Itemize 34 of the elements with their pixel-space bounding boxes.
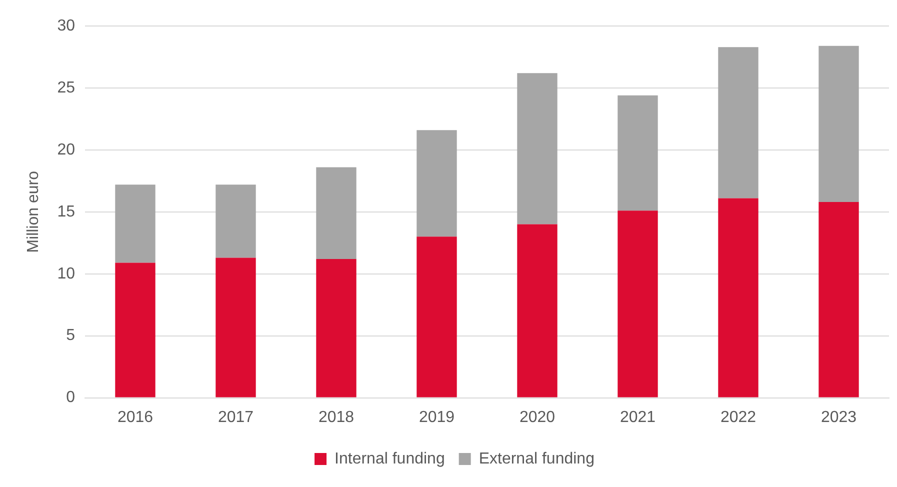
bar: [316, 167, 356, 259]
bar: [618, 95, 658, 211]
x-tick-label: 2019: [418, 408, 455, 426]
bar: [718, 47, 758, 198]
y-tick-label: 20: [57, 141, 76, 158]
x-tick-label: 2022: [720, 408, 756, 426]
y-tick-label: 25: [57, 79, 76, 96]
y-axis-title: Million euro: [25, 170, 42, 253]
bar: [216, 258, 256, 398]
y-tick-label: 0: [66, 389, 76, 406]
y-tick-label: 10: [57, 265, 76, 282]
bar: [818, 46, 859, 202]
bar: [517, 73, 558, 224]
bar: [517, 224, 558, 398]
y-tick-label: 15: [57, 203, 76, 220]
x-tick-label: 2016: [117, 408, 154, 426]
x-tick-label: 2020: [519, 408, 556, 426]
bar: [316, 258, 356, 398]
x-tick-label: 2017: [218, 408, 254, 426]
bar: [416, 236, 457, 398]
bar: [818, 202, 859, 398]
legend-label: Internal funding: [334, 450, 445, 468]
bar: [216, 184, 256, 258]
bar: [115, 262, 156, 398]
y-tick-label: 30: [57, 17, 76, 34]
x-tick-label: 2023: [820, 408, 857, 426]
bar: [416, 130, 457, 237]
bar: [115, 184, 156, 263]
bar: [718, 198, 758, 398]
legend-label: External funding: [478, 450, 594, 468]
x-tick-label: 2018: [318, 408, 354, 426]
x-tick-label: 2021: [620, 408, 656, 426]
bar: [618, 210, 658, 398]
y-tick-label: 5: [66, 327, 76, 344]
